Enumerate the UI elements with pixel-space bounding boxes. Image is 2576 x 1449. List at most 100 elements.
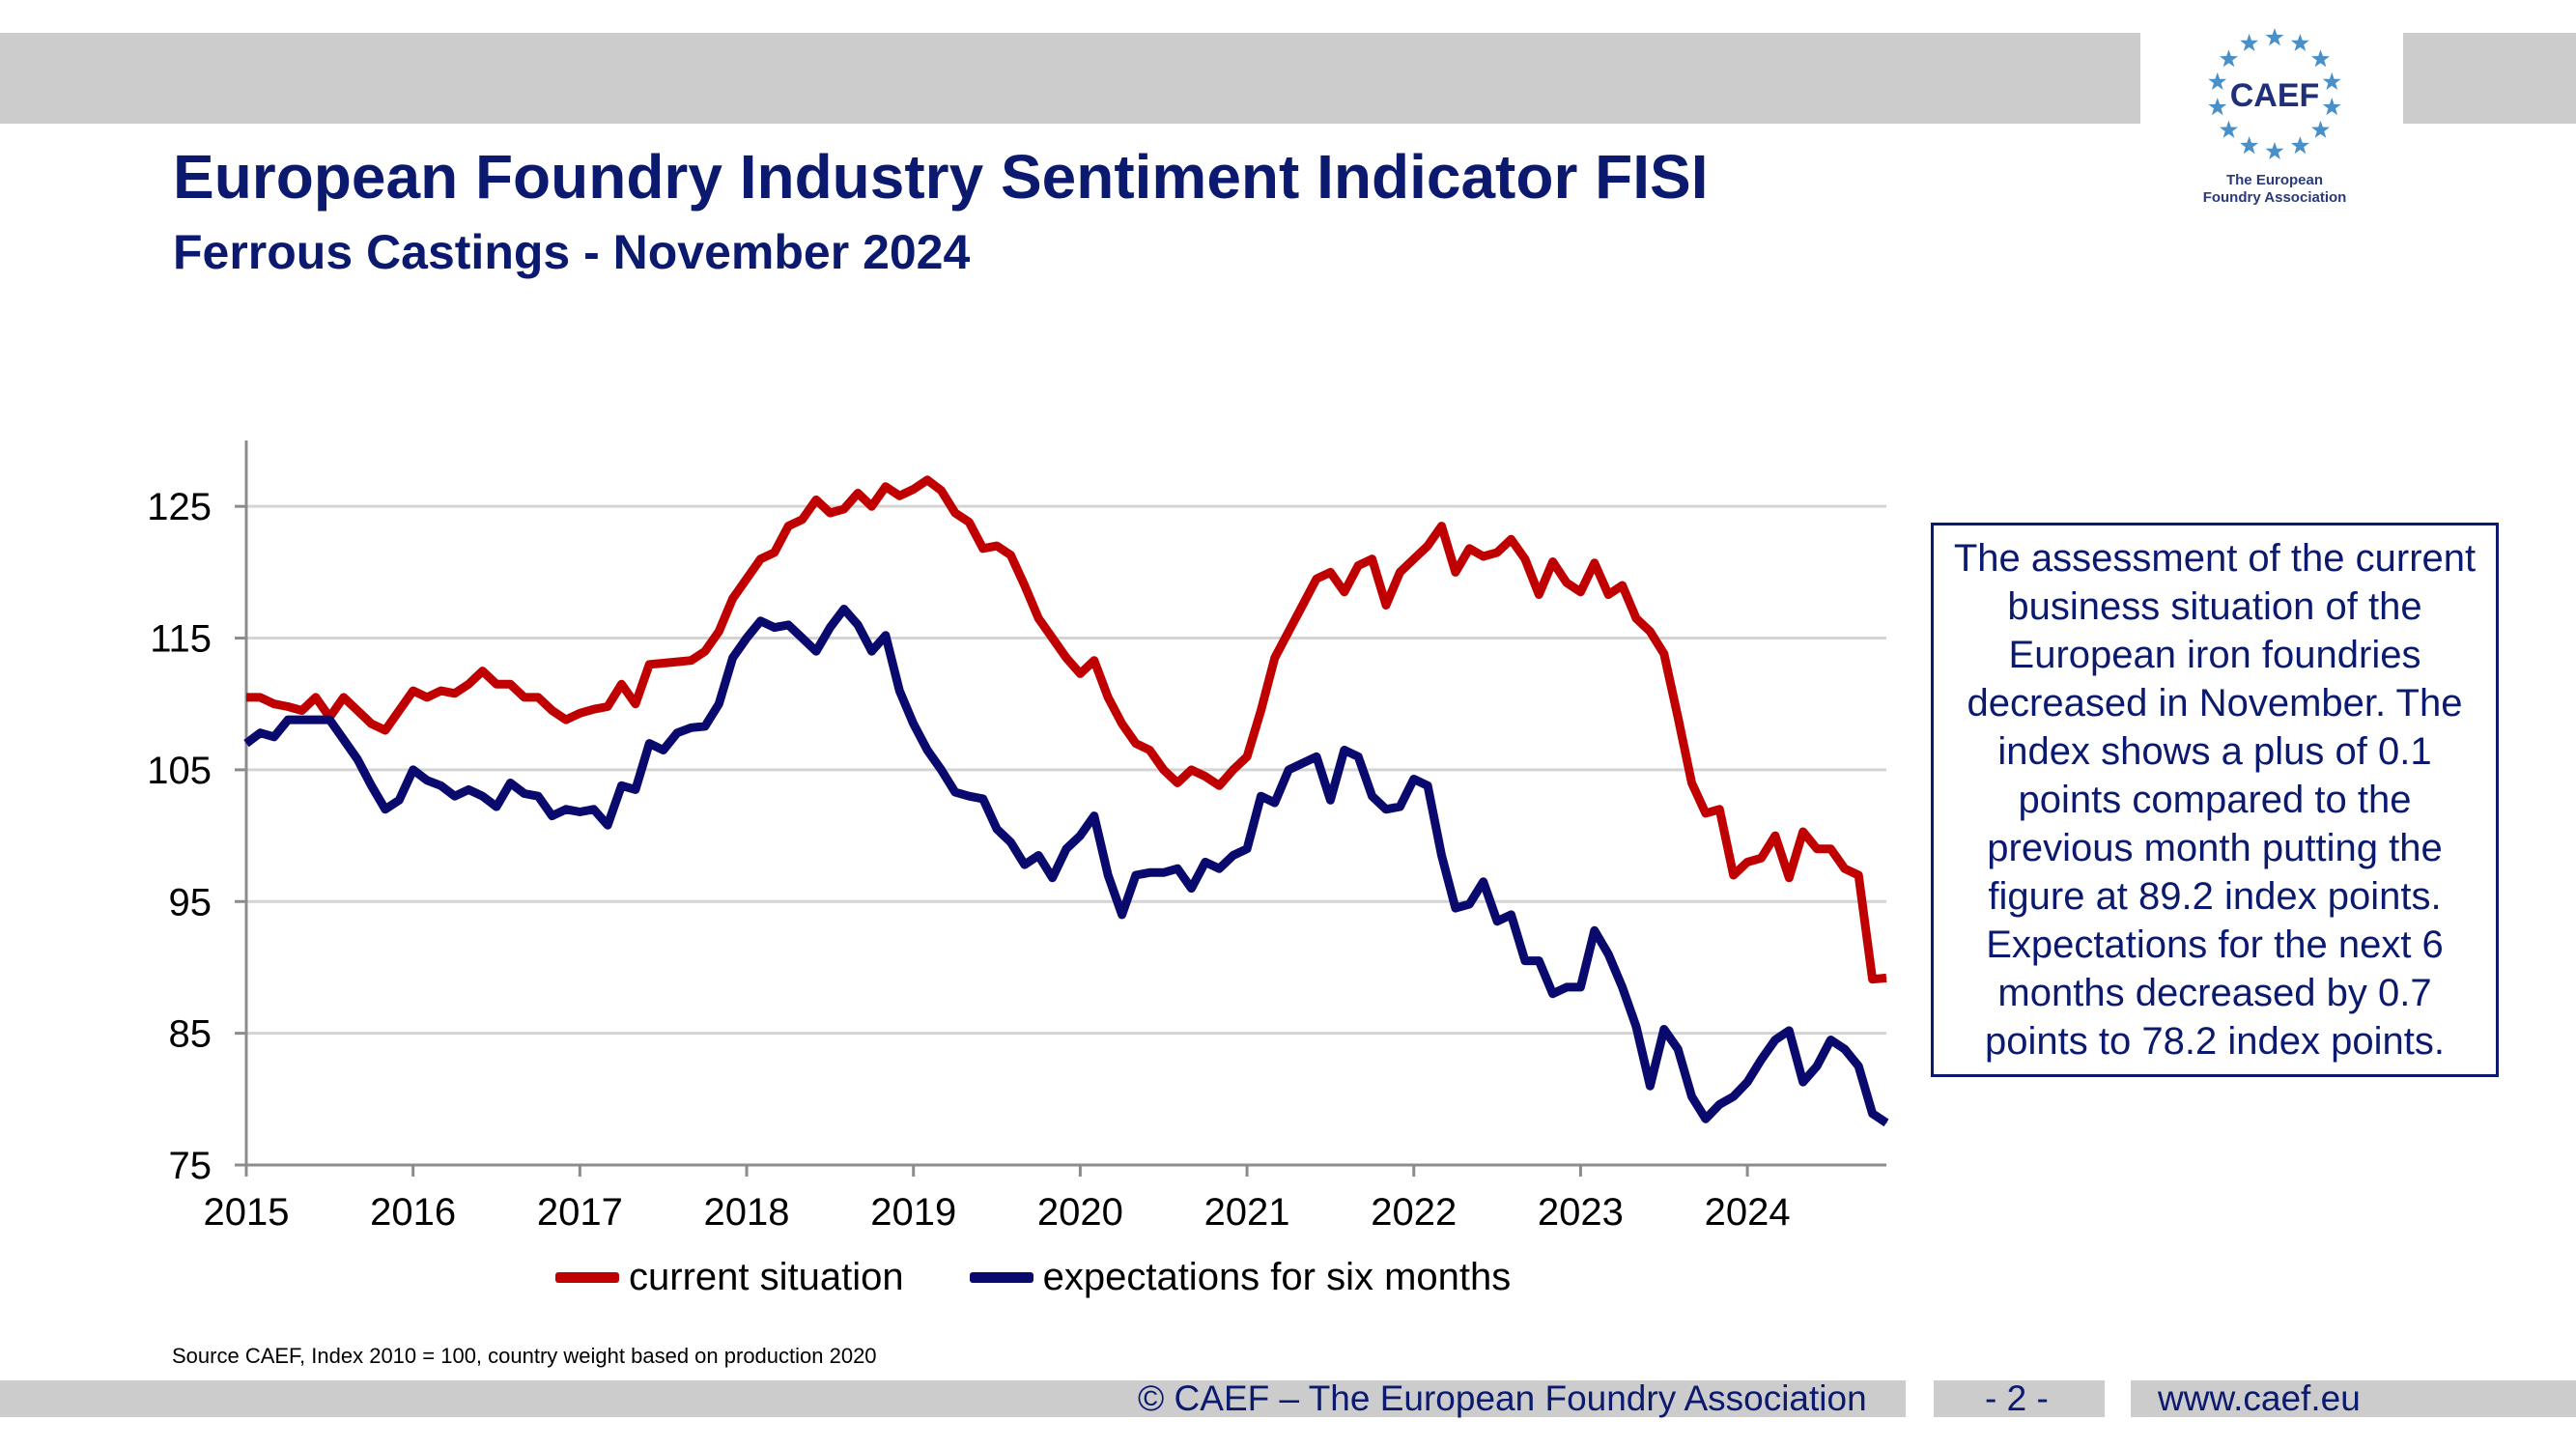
series-expectations-point xyxy=(1399,806,1401,808)
series-current-situation-point xyxy=(1607,594,1609,595)
series-current-situation-point xyxy=(954,512,956,514)
caef-logo: CAEF The European Foundry Association xyxy=(2203,28,2346,206)
series-current-situation-point xyxy=(1829,848,1831,850)
series-expectations-point xyxy=(1816,1065,1818,1067)
series-expectations-point xyxy=(1705,1118,1707,1120)
footer-bar-web xyxy=(2131,1380,2576,1417)
series-current-situation-point xyxy=(1163,769,1165,771)
series-current-situation-point xyxy=(941,490,942,492)
series-expectations-point xyxy=(1232,855,1234,856)
series-expectations-point xyxy=(1148,871,1150,873)
series-current-situation-point xyxy=(440,690,441,692)
series-current-situation-point xyxy=(1844,867,1846,869)
series-current-situation-point xyxy=(759,558,761,560)
series-expectations-point xyxy=(607,824,609,826)
x-tick-label: 2020 xyxy=(1037,1191,1123,1234)
series-expectations-point xyxy=(635,788,637,790)
series-current-situation-point xyxy=(898,495,900,497)
series-expectations-point xyxy=(398,799,400,801)
series-expectations-point xyxy=(537,795,539,797)
series-current-situation-point xyxy=(1872,979,1874,980)
logo-star-icon xyxy=(2290,136,2309,155)
logo-stars-icon xyxy=(2208,28,2341,159)
series-expectations-point xyxy=(1218,867,1220,869)
y-tick-label: 105 xyxy=(147,750,212,792)
logo-star-icon xyxy=(2208,71,2227,90)
series-expectations-point xyxy=(1204,861,1206,863)
series-current-situation-point xyxy=(1093,660,1095,662)
series-current-situation-point xyxy=(1037,617,1039,619)
series-current-situation-point xyxy=(1524,558,1526,560)
series-expectations-point xyxy=(495,806,497,808)
logo-caption-1: The European xyxy=(2226,172,2323,188)
series-expectations-point xyxy=(1829,1039,1831,1040)
series-expectations-point xyxy=(1176,867,1178,869)
series-expectations-point xyxy=(1093,815,1095,817)
series-expectations-point xyxy=(1635,1026,1637,1028)
series-expectations-point xyxy=(1761,1059,1762,1061)
series-expectations-point xyxy=(676,732,678,734)
series-expectations-point xyxy=(996,828,998,830)
series-expectations-point xyxy=(1288,769,1289,771)
series-expectations-point xyxy=(718,703,720,705)
series-expectations-point xyxy=(273,736,275,738)
logo-text: CAEF xyxy=(2230,77,2320,114)
series-current-situation-point xyxy=(1885,977,1887,979)
series-current-situation-point xyxy=(857,493,859,494)
series-current-situation-point xyxy=(1413,558,1415,560)
series-current-situation-point xyxy=(1649,631,1651,633)
series-expectations-point xyxy=(301,719,303,721)
series-current-situation-point xyxy=(1663,653,1665,655)
series-current-situation-point xyxy=(1774,835,1776,837)
series-current-situation-point xyxy=(982,548,984,550)
series-current-situation-point xyxy=(495,683,497,685)
x-tick-label: 2016 xyxy=(370,1191,456,1234)
logo-star-icon xyxy=(2311,120,2330,138)
header-bar-left xyxy=(0,33,2140,124)
series-expectations-point xyxy=(412,769,414,771)
page-subtitle: Ferrous Castings - November 2024 xyxy=(173,225,971,279)
series-current-situation-point xyxy=(1107,696,1109,698)
footer-bar-main xyxy=(0,1380,1906,1417)
series-current-situation-point xyxy=(1483,555,1485,557)
series-current-situation-point xyxy=(384,729,386,731)
x-tick-label: 2021 xyxy=(1204,1191,1290,1234)
series-current-situation-point xyxy=(301,710,303,711)
series-expectations-point xyxy=(829,627,831,629)
series-expectations-point xyxy=(1468,903,1470,905)
series-current-situation-point xyxy=(1288,631,1289,633)
series-current-situation-point xyxy=(593,708,595,710)
x-tick-label: 2022 xyxy=(1371,1191,1457,1234)
series-current-situation-point xyxy=(537,696,539,698)
series-expectations-point xyxy=(1107,874,1109,876)
series-expectations-point xyxy=(1496,921,1498,923)
series-expectations-point xyxy=(1441,855,1442,856)
series-expectations-point xyxy=(384,809,386,810)
series-current-situation-point xyxy=(1079,672,1081,674)
series-current-situation-point xyxy=(691,660,692,662)
source-note: Source CAEF, Index 2010 = 100, country w… xyxy=(172,1344,877,1368)
series-expectations-point xyxy=(926,750,928,751)
x-tick-label: 2017 xyxy=(537,1191,623,1234)
series-expectations-point xyxy=(704,725,706,727)
series-current-situation-point xyxy=(1718,809,1720,810)
series-current-situation-point xyxy=(509,683,511,685)
series-current-situation-point xyxy=(426,696,428,698)
series-expectations-point xyxy=(440,784,441,786)
series-expectations-point xyxy=(815,650,817,652)
series-expectations-point xyxy=(1121,914,1123,916)
series-expectations-point xyxy=(1677,1048,1679,1050)
series-current-situation-point xyxy=(663,663,665,664)
series-current-situation-point xyxy=(273,703,275,705)
series-expectations-point xyxy=(1718,1103,1720,1105)
x-tick-label: 2023 xyxy=(1538,1191,1624,1234)
series-current-situation-point xyxy=(843,508,845,510)
series-current-situation-point xyxy=(913,489,915,490)
footer-website[interactable]: www.caef.eu xyxy=(2158,1378,2361,1418)
series-expectations-point xyxy=(954,791,956,793)
series-expectations-point xyxy=(746,638,748,639)
series-current-situation-point xyxy=(1538,594,1540,595)
series-expectations-point xyxy=(482,795,484,797)
series-expectations-point xyxy=(885,635,887,637)
header-bar-right xyxy=(2403,33,2576,124)
